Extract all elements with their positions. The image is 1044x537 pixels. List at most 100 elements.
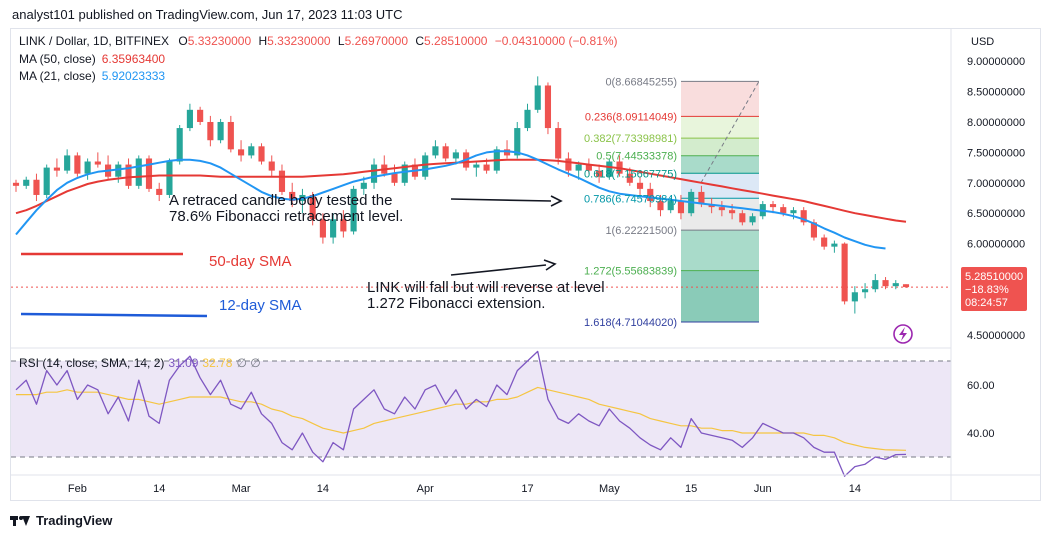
- candle: [524, 103, 531, 132]
- fib-zone-0: [681, 81, 759, 117]
- fib-trend-line: [700, 81, 760, 184]
- candle-body: [350, 188, 357, 232]
- tradingview-logo-icon: [10, 514, 30, 526]
- svg-text:MA (21, close)5.92023333: MA (21, close) 5.92023333: [19, 69, 165, 83]
- candle: [636, 176, 644, 195]
- legend-close: 5.28510000: [424, 34, 488, 48]
- candle-body: [186, 109, 193, 129]
- candle: [432, 140, 439, 159]
- candle: [309, 191, 316, 226]
- fall-text-2: 1.272 Fibonacci extension.: [367, 295, 545, 312]
- candle-body: [626, 173, 633, 183]
- candle: [186, 103, 193, 132]
- candle: [841, 242, 848, 305]
- candle-body: [432, 146, 439, 156]
- candle: [411, 158, 419, 180]
- legend-open: 5.33230000: [188, 34, 252, 48]
- fib-zone-0.382: [681, 138, 759, 156]
- candle-body: [821, 237, 828, 247]
- lightning-icon[interactable]: [893, 324, 913, 344]
- candle-body: [810, 222, 817, 238]
- fib-label-0.786: 0.786(6.74570984): [584, 193, 677, 205]
- candle-body: [851, 292, 858, 302]
- time-tick: May: [599, 483, 620, 495]
- rsi-tick: 40.00: [967, 428, 995, 440]
- chart-svg[interactable]: 0(8.66845255) 0.236(8.09114049) 0.382(7.73…: [11, 29, 1040, 500]
- candle-body: [197, 109, 204, 122]
- candle: [64, 149, 71, 174]
- candle-body: [862, 289, 869, 293]
- candle: [677, 194, 685, 220]
- candle-body: [442, 146, 449, 159]
- time-tick: 14: [849, 483, 861, 495]
- published-text: analyst101 published on TradingView.com,…: [12, 7, 403, 22]
- badge-timer: 08:24:57: [965, 297, 1008, 309]
- fib-zone-0.5: [681, 155, 759, 174]
- candle: [237, 140, 245, 162]
- fall-arrow: [450, 264, 547, 276]
- candle: [217, 118, 224, 144]
- fall-text-1: LINK will fall but will reverse at level: [367, 279, 605, 296]
- svg-text:LINK / Dollar, 1D, BITFINEX: LINK / Dollar, 1D, BITFINEX O5.33230000 …: [19, 34, 618, 48]
- legend-high: 5.33230000: [267, 34, 331, 48]
- candle-body: [800, 210, 807, 223]
- candle-body: [278, 170, 286, 192]
- candle: [227, 115, 234, 153]
- retrace-arrow-head: [550, 195, 563, 207]
- candle: [84, 158, 91, 180]
- rsi-pane: [11, 347, 951, 477]
- legend-rsi-extra: ∅ ∅: [236, 356, 260, 370]
- legend-change: −0.04310000 (−0.81%): [495, 34, 618, 48]
- candle-body: [227, 121, 234, 150]
- candle-body: [606, 161, 613, 177]
- candle-body: [483, 164, 490, 171]
- candle-body: [391, 173, 398, 183]
- price-badge: 5.28510000 −18.83% 08:24:57: [961, 267, 1027, 311]
- candle-body: [125, 164, 132, 186]
- fib-zone-1: [681, 230, 759, 271]
- candle-body: [84, 161, 91, 174]
- candle: [330, 213, 337, 244]
- legend-low: 5.26970000: [345, 34, 409, 48]
- candle: [33, 173, 40, 202]
- candle-body: [33, 179, 40, 195]
- badge-price: 5.28510000: [965, 271, 1023, 283]
- candle: [503, 140, 511, 159]
- sma12-marker-line: [20, 312, 208, 318]
- candle: [647, 182, 654, 208]
- candle-body: [74, 155, 81, 174]
- candle: [248, 143, 255, 159]
- candle: [718, 201, 725, 217]
- candle-body: [882, 280, 889, 287]
- top-bar: analyst101 published on TradingView.com,…: [0, 0, 1044, 28]
- price-tick: 4.50000000: [967, 330, 1025, 342]
- price-tick: 7.00000000: [967, 178, 1025, 190]
- ma21-line: [15, 150, 886, 250]
- candle-body: [237, 149, 245, 156]
- candle-body: [422, 155, 429, 177]
- fib-label-0.618: 0.618(7.15667775): [584, 168, 677, 180]
- legend-rsi-label: RSI (14, close, SMA, 14, 2): [19, 356, 164, 370]
- candle-body: [145, 158, 153, 189]
- candle: [53, 158, 60, 177]
- time-tick: 14: [317, 483, 329, 495]
- candle: [790, 207, 797, 220]
- legend-symbol: LINK / Dollar, 1D, BITFINEX: [19, 34, 169, 48]
- candle-body: [534, 85, 541, 110]
- candle-body: [135, 158, 142, 186]
- candle-body: [207, 121, 214, 141]
- candle-body: [524, 109, 531, 129]
- time-tick: 15: [685, 483, 697, 495]
- time-tick: 17: [521, 483, 533, 495]
- candle-body: [43, 167, 50, 195]
- fall-arrow-head: [543, 259, 557, 271]
- candle: [606, 158, 613, 180]
- currency-label: USD: [971, 36, 994, 48]
- candle: [575, 161, 582, 180]
- candle-body: [565, 158, 572, 171]
- candle: [105, 155, 112, 180]
- candle-body: [575, 164, 582, 171]
- candle-body: [780, 207, 787, 214]
- rsi-tick: 60.00: [967, 380, 995, 392]
